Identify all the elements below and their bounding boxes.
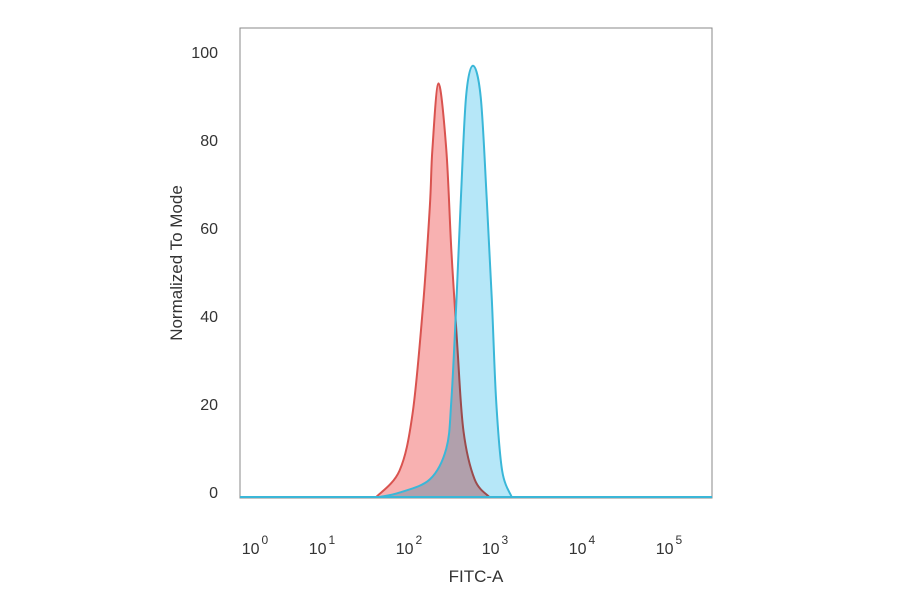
y-tick-label: 40 — [200, 309, 218, 326]
y-tick-label: 60 — [200, 221, 218, 238]
y-axis-label: Normalized To Mode — [167, 185, 186, 341]
y-ticks: 0 20 40 60 80 100 — [191, 45, 218, 502]
x-tick-label: 104 — [569, 533, 596, 558]
x-tick-label: 102 — [396, 533, 423, 558]
y-tick-label: 0 — [209, 485, 218, 502]
y-tick-label: 100 — [191, 45, 218, 62]
x-tick-label: 101 — [309, 533, 336, 558]
x-tick-label: 103 — [482, 533, 509, 558]
x-tick-label: 105 — [656, 533, 683, 558]
x-axis-label: FITC-A — [449, 567, 504, 586]
series-layer — [375, 64, 513, 498]
x-ticks: 100 101 102 103 104 105 — [242, 533, 683, 558]
series-1-area — [379, 65, 512, 498]
y-tick-label: 20 — [200, 397, 218, 414]
y-tick-label: 80 — [200, 133, 218, 150]
x-tick-label: 100 — [242, 533, 269, 558]
series-0-area — [376, 83, 490, 498]
series-1-line — [379, 64, 513, 498]
